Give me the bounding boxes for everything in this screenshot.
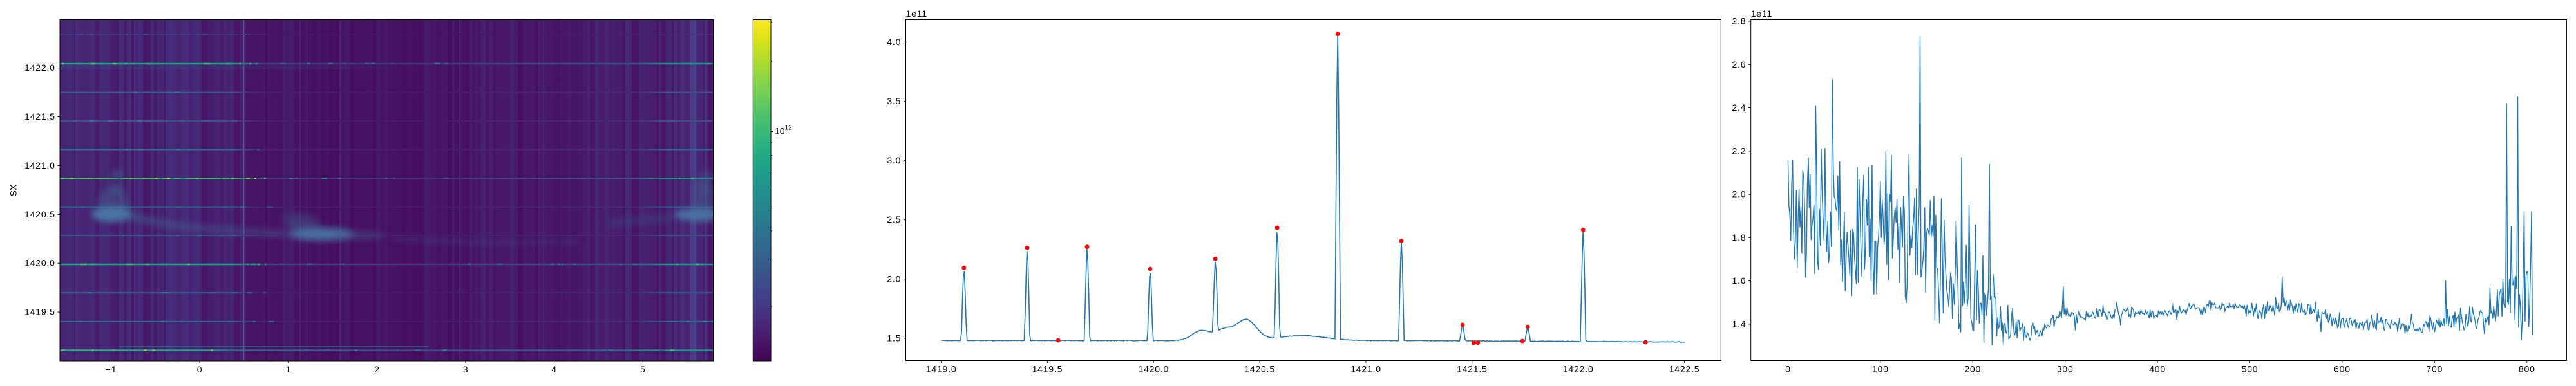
svg-text:1422.0: 1422.0 xyxy=(24,62,55,73)
svg-text:1e11: 1e11 xyxy=(1751,8,1772,19)
svg-text:1012: 1012 xyxy=(775,125,792,136)
svg-text:2.0: 2.0 xyxy=(1732,189,1747,199)
svg-text:0: 0 xyxy=(197,364,203,374)
svg-text:600: 600 xyxy=(2334,364,2351,374)
svg-text:1421.0: 1421.0 xyxy=(24,160,55,170)
svg-text:2.6: 2.6 xyxy=(1732,59,1747,69)
svg-text:1422.0: 1422.0 xyxy=(1563,364,1594,374)
svg-text:1420.5: 1420.5 xyxy=(24,209,55,219)
svg-text:1.4: 1.4 xyxy=(1732,318,1747,329)
svg-text:300: 300 xyxy=(2057,364,2074,374)
svg-text:1419.5: 1419.5 xyxy=(1032,364,1063,374)
svg-text:3.5: 3.5 xyxy=(887,96,901,106)
svg-text:4.0: 4.0 xyxy=(887,37,901,47)
svg-text:1.6: 1.6 xyxy=(1732,275,1747,286)
svg-text:1420.5: 1420.5 xyxy=(1244,364,1275,374)
svg-text:2.4: 2.4 xyxy=(1732,102,1747,113)
svg-text:1420.0: 1420.0 xyxy=(1138,364,1169,374)
svg-text:0: 0 xyxy=(1785,364,1791,374)
svg-text:800: 800 xyxy=(2519,364,2535,374)
svg-text:100: 100 xyxy=(1872,364,1889,374)
svg-text:1421.0: 1421.0 xyxy=(1350,364,1381,374)
svg-text:2.2: 2.2 xyxy=(1732,145,1747,156)
svg-text:1421.5: 1421.5 xyxy=(1457,364,1488,374)
svg-text:400: 400 xyxy=(2149,364,2166,374)
svg-text:−1: −1 xyxy=(106,364,117,374)
svg-text:2.0: 2.0 xyxy=(887,273,901,284)
svg-text:1422.5: 1422.5 xyxy=(1669,364,1700,374)
svg-text:1419.0: 1419.0 xyxy=(926,364,957,374)
svg-text:1.8: 1.8 xyxy=(1732,232,1747,243)
svg-text:3.0: 3.0 xyxy=(887,155,901,165)
svg-text:1421.5: 1421.5 xyxy=(24,111,55,122)
svg-text:700: 700 xyxy=(2426,364,2443,374)
svg-text:SX: SX xyxy=(8,184,19,196)
svg-text:1.5: 1.5 xyxy=(887,333,901,343)
svg-text:2: 2 xyxy=(374,364,380,374)
svg-text:3: 3 xyxy=(463,364,469,374)
svg-text:1419.5: 1419.5 xyxy=(24,307,55,317)
svg-text:1: 1 xyxy=(286,364,292,374)
svg-text:5: 5 xyxy=(640,364,646,374)
svg-text:1420.0: 1420.0 xyxy=(24,258,55,268)
svg-text:2.8: 2.8 xyxy=(1732,16,1747,26)
svg-text:200: 200 xyxy=(1964,364,1981,374)
svg-text:1e11: 1e11 xyxy=(906,8,927,19)
svg-text:4: 4 xyxy=(551,364,557,374)
svg-text:2.5: 2.5 xyxy=(887,214,901,225)
svg-text:500: 500 xyxy=(2242,364,2259,374)
